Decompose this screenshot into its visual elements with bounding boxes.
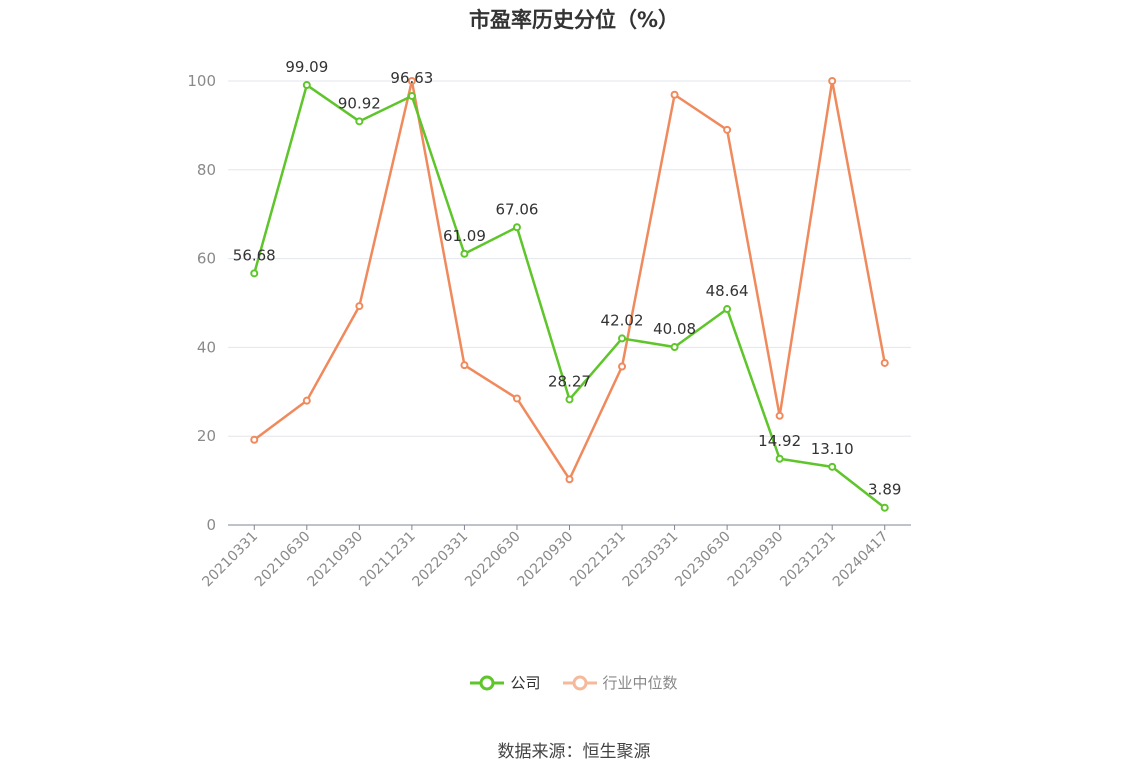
- data-point-company: [618, 334, 627, 343]
- data-label: 48.64: [706, 282, 749, 300]
- data-point-industry: [723, 125, 732, 134]
- data-point-company: [775, 454, 784, 463]
- y-tick-label: 80: [197, 161, 216, 179]
- data-label: 42.02: [601, 311, 644, 329]
- x-tick-label: 20211231: [357, 529, 419, 591]
- series-line-industry: [253, 79, 886, 481]
- y-tick-label: 0: [206, 516, 216, 534]
- x-tick-label: 20221231: [567, 529, 629, 591]
- data-label: 3.89: [868, 481, 901, 499]
- legend-marker-industry: [562, 675, 597, 690]
- data-label: 99.09: [285, 58, 328, 76]
- x-tick-label: 20231231: [777, 529, 839, 591]
- data-point-industry: [250, 435, 259, 444]
- data-point-industry: [460, 361, 469, 370]
- x-tick-label: 20240417: [830, 529, 892, 591]
- data-point-company: [670, 343, 679, 352]
- legend: 公司 行业中位数: [0, 672, 1148, 693]
- data-point-company: [723, 305, 732, 314]
- x-tick-label: 20230331: [620, 529, 682, 591]
- data-label: 28.27: [548, 372, 591, 390]
- data-point-industry: [512, 394, 521, 403]
- data-point-industry: [618, 362, 627, 371]
- x-tick-label: 20210331: [199, 529, 261, 591]
- data-label: 13.10: [811, 440, 854, 458]
- x-tick-label: 20220930: [515, 529, 577, 591]
- data-source: 数据来源：恒生聚源: [497, 742, 651, 762]
- data-label: 61.09: [443, 227, 486, 245]
- data-point-company: [512, 223, 521, 232]
- legend-marker-company: [470, 675, 505, 690]
- legend-item-company[interactable]: 公司: [470, 672, 541, 693]
- data-label: 67.06: [495, 200, 538, 218]
- data-point-company: [250, 269, 259, 278]
- x-tick-label: 20220630: [462, 529, 524, 591]
- y-tick-label: 60: [197, 250, 216, 268]
- data-label: 90.92: [338, 94, 381, 112]
- data-label: 40.08: [653, 320, 696, 338]
- data-point-company: [828, 462, 837, 471]
- x-tick-label: 20220331: [410, 529, 472, 591]
- legend-item-industry[interactable]: 行业中位数: [562, 672, 678, 693]
- legend-label-company: 公司: [510, 674, 541, 692]
- y-tick-label: 100: [187, 72, 216, 90]
- data-point-company: [302, 81, 311, 90]
- data-point-industry: [775, 411, 784, 420]
- y-tick-label: 20: [197, 427, 216, 445]
- x-tick-label: 20230930: [725, 529, 787, 591]
- x-tick-label: 20210630: [252, 529, 314, 591]
- data-point-company: [460, 249, 469, 258]
- chart-title: 市盈率历史分位（%）: [468, 8, 680, 32]
- data-point-company: [565, 395, 574, 404]
- legend-label-industry: 行业中位数: [602, 674, 678, 692]
- data-label: 96.63: [390, 69, 433, 87]
- data-point-industry: [565, 475, 574, 484]
- data-point-industry: [880, 358, 889, 367]
- x-tick-label: 20210930: [304, 529, 366, 591]
- data-point-industry: [828, 77, 837, 85]
- data-point-industry: [355, 302, 364, 311]
- data-label: 56.68: [233, 246, 276, 264]
- data-point-industry: [407, 77, 416, 85]
- y-tick-label: 40: [197, 338, 216, 356]
- data-point-industry: [670, 90, 679, 99]
- data-point-company: [880, 503, 889, 512]
- data-point-company: [407, 91, 416, 100]
- data-point-company: [355, 117, 364, 126]
- x-tick-label: 20230630: [672, 529, 734, 591]
- data-point-industry: [302, 396, 311, 405]
- data-label: 14.92: [758, 432, 801, 450]
